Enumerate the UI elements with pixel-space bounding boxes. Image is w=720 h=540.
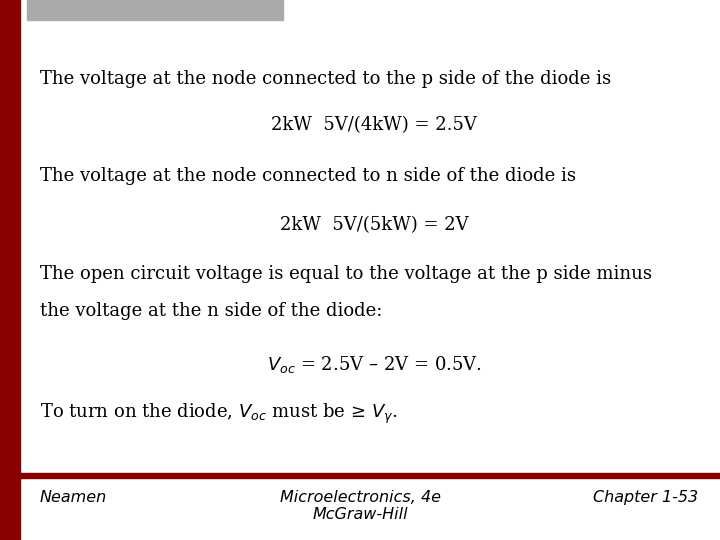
- Text: 2kW  5V/(4kW) = 2.5V: 2kW 5V/(4kW) = 2.5V: [271, 116, 477, 134]
- Text: The open circuit voltage is equal to the voltage at the p side minus: The open circuit voltage is equal to the…: [40, 265, 652, 282]
- Text: The voltage at the node connected to the p side of the diode is: The voltage at the node connected to the…: [40, 70, 611, 88]
- Text: $V_{oc}$ = 2.5V – 2V = 0.5V.: $V_{oc}$ = 2.5V – 2V = 0.5V.: [267, 354, 482, 375]
- Text: 2kW  5V/(5kW) = 2V: 2kW 5V/(5kW) = 2V: [280, 216, 469, 234]
- Text: the voltage at the n side of the diode:: the voltage at the n side of the diode:: [40, 302, 382, 320]
- Text: The voltage at the node connected to n side of the diode is: The voltage at the node connected to n s…: [40, 167, 575, 185]
- Bar: [27, 0, 283, 20]
- Text: Microelectronics, 4e
McGraw-Hill: Microelectronics, 4e McGraw-Hill: [279, 490, 441, 522]
- Text: Neamen: Neamen: [40, 490, 107, 505]
- Text: Chapter 1-53: Chapter 1-53: [593, 490, 698, 505]
- Bar: [20, 472, 720, 478]
- Bar: [0, 0, 20, 540]
- Text: To turn on the diode, $V_{oc}$ must be ≥ $V_{\gamma}$.: To turn on the diode, $V_{oc}$ must be ≥…: [40, 402, 397, 427]
